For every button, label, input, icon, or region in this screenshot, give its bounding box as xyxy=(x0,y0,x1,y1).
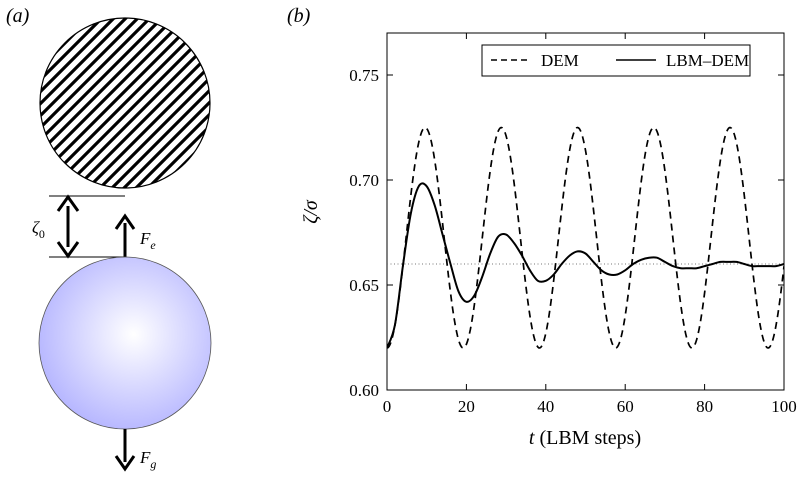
y-tick-label: 0.70 xyxy=(349,171,379,190)
x-axis-label: t (LBM steps) xyxy=(529,427,641,449)
hatch-line xyxy=(40,18,205,188)
upper-particle-hatching xyxy=(40,18,210,188)
hatch-line xyxy=(40,18,210,188)
hatch-line xyxy=(141,18,210,188)
force-e-label: Fe xyxy=(139,229,156,252)
x-tick-label: 20 xyxy=(458,397,475,416)
plot-frame xyxy=(386,32,785,391)
hatch-line xyxy=(40,18,210,188)
x-tick-label: 60 xyxy=(617,397,634,416)
legend: DEM LBM–DEM xyxy=(481,44,751,77)
force-g-arrow-icon xyxy=(114,429,136,472)
hatch-line xyxy=(57,18,210,188)
chart-area: 0 20 40 60 80 100 0.60 0.65 0.70 0.75 DEM LBM–DEM… xyxy=(300,32,797,449)
y-tick-label: 0.60 xyxy=(349,381,379,400)
hatch-line xyxy=(40,18,210,188)
legend-label-lbm-dem: LBM–DEM xyxy=(666,51,749,70)
series-line-dem xyxy=(387,126,784,349)
upper-particle xyxy=(39,17,211,189)
gap-double-arrow-icon xyxy=(56,194,80,259)
hatch-line xyxy=(40,18,193,188)
gap-label: ζ0 xyxy=(32,218,45,241)
hatch-line xyxy=(40,18,210,188)
hatch-line xyxy=(40,18,210,188)
y-tick-label: 0.65 xyxy=(349,276,379,295)
force-e-arrow-icon xyxy=(114,213,136,257)
series-line-lbm-dem xyxy=(387,182,784,349)
x-tick-label: 100 xyxy=(771,397,797,416)
hatch-line xyxy=(40,18,210,188)
y-tick-label: 0.75 xyxy=(349,66,379,85)
x-tick-label: 0 xyxy=(383,397,392,416)
lower-particle xyxy=(38,256,212,430)
x-tick-label: 40 xyxy=(537,397,554,416)
hatch-line xyxy=(40,18,210,188)
panel-label-a: (a) xyxy=(6,5,30,27)
legend-label-dem: DEM xyxy=(541,51,579,70)
y-axis-label: ζ/σ xyxy=(300,199,322,224)
hatch-line xyxy=(40,18,210,188)
force-g-label: Fg xyxy=(139,448,156,471)
hatch-line xyxy=(40,18,210,188)
hatch-line xyxy=(45,18,210,188)
x-tick-label: 80 xyxy=(696,397,713,416)
hatch-line xyxy=(40,18,210,188)
hatch-line xyxy=(40,18,210,188)
panel-label-b: (b) xyxy=(287,5,311,27)
